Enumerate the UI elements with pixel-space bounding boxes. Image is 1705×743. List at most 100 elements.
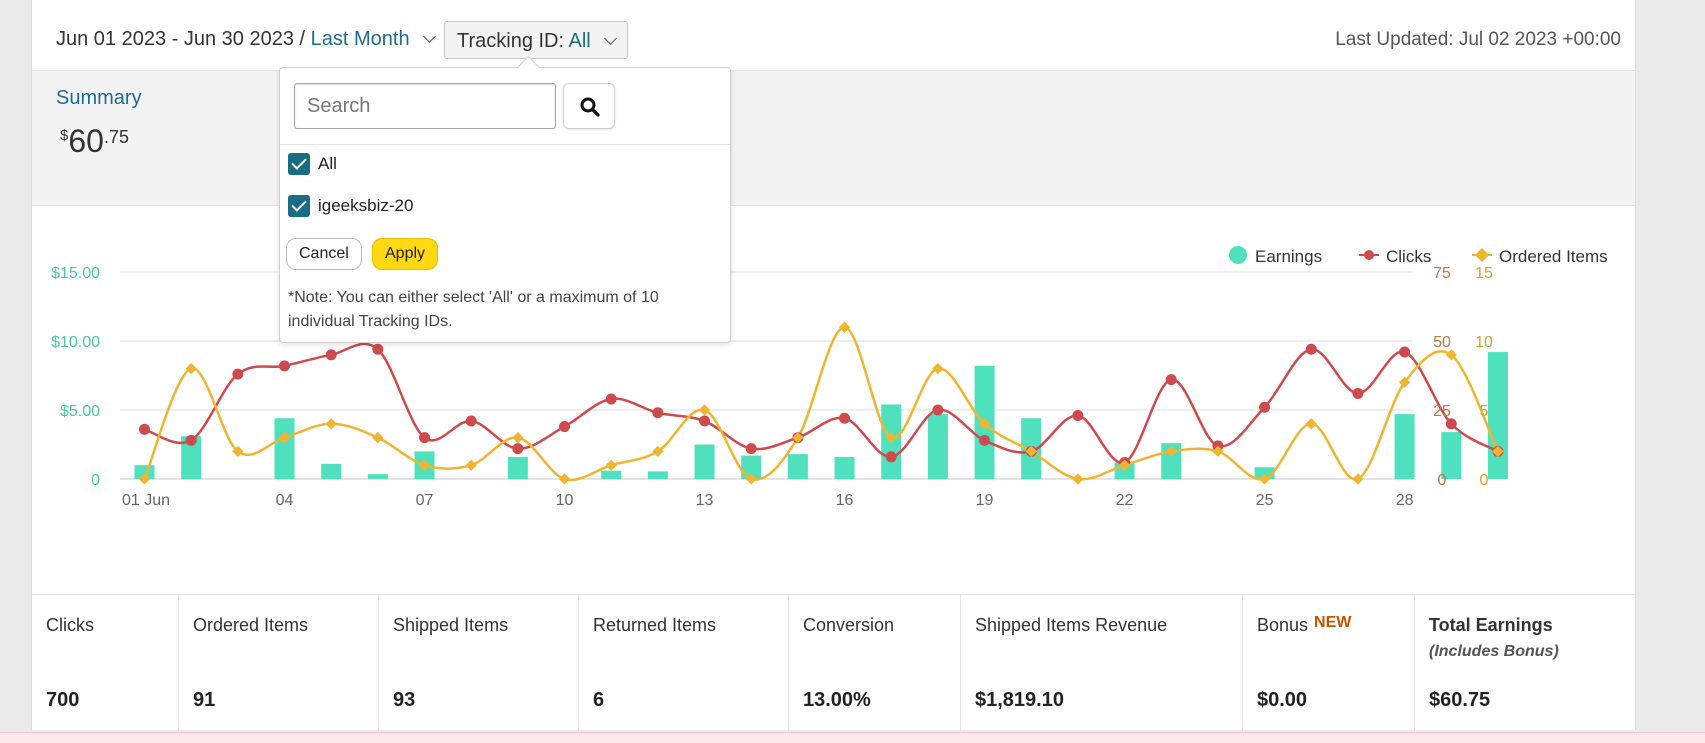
apply-button[interactable]: Apply — [372, 238, 439, 270]
ordered-items-point — [652, 445, 664, 458]
earnings-bar — [1394, 414, 1415, 479]
option-igeeksbiz[interactable]: igeeksbiz-20 — [288, 195, 413, 219]
y-tick-items: 15 — [1475, 265, 1493, 282]
earnings-bar — [694, 444, 715, 479]
chevron-down-icon — [604, 32, 618, 45]
x-tick-label: 13 — [696, 492, 714, 509]
x-tick-label: 01 Jun — [122, 492, 170, 509]
stat-value: $60.75 — [1429, 689, 1491, 711]
clicks-point — [372, 343, 384, 355]
clicks-line — [144, 342, 1499, 464]
legend-clicks-label[interactable]: Clicks — [1386, 247, 1431, 266]
clicks-point — [1259, 401, 1271, 413]
ordered-items-point — [792, 431, 804, 444]
period-link[interactable]: Last Month — [310, 28, 410, 50]
clicks-point — [1305, 343, 1317, 355]
x-tick-label: 10 — [556, 492, 574, 509]
clicks-point — [1072, 410, 1084, 422]
search-icon — [580, 97, 600, 117]
stat-label: Clicks — [46, 615, 94, 635]
legend-ordered-items-label[interactable]: Ordered Items — [1499, 247, 1608, 266]
stat-label: Shipped Items Revenue — [975, 615, 1168, 635]
stat-value: 700 — [46, 689, 80, 711]
ordered-items-point — [1305, 418, 1317, 430]
legend-earnings-icon — [1229, 246, 1247, 264]
cancel-button[interactable]: Cancel — [286, 238, 362, 270]
x-tick-label: 04 — [276, 492, 294, 509]
stat-label: Shipped Items — [393, 615, 509, 635]
popover-divider — [280, 144, 730, 145]
stat-bonus: Bonus NEW $0.00 — [1242, 595, 1415, 731]
amount-whole: 60 — [68, 123, 104, 159]
stat-ordered-items: Ordered Items 91 — [178, 595, 379, 731]
new-badge: NEW — [1314, 614, 1352, 631]
x-tick-label: 22 — [1116, 492, 1134, 509]
earnings-bar — [1441, 432, 1462, 479]
earnings-bar — [321, 463, 342, 479]
chart-lines — [138, 321, 1504, 485]
ordered-items-point — [745, 473, 757, 485]
stat-value: $0.00 — [1257, 689, 1308, 711]
ordered-items-point — [1352, 473, 1364, 485]
ordered-items-point — [278, 431, 291, 444]
summary-tab[interactable]: Summary — [56, 87, 142, 109]
clicks-point — [885, 451, 897, 463]
clicks-point — [605, 393, 617, 405]
option-label: All — [318, 154, 337, 173]
tracking-id-dropdown[interactable]: Tracking ID: All — [444, 21, 629, 59]
stat-value: 13.00% — [803, 689, 871, 711]
y-tick-earnings: $15.00 — [51, 265, 100, 282]
ordered-items-point — [605, 459, 617, 471]
earnings-report-card: Jun 01 2023 - Jun 30 2023 / Last Month T… — [31, 0, 1636, 731]
clicks-point — [979, 434, 991, 446]
amount-cents: .75 — [103, 127, 129, 147]
stat-label: Bonus NEW — [1257, 614, 1352, 635]
stat-label: Conversion — [803, 615, 895, 635]
clicks-point — [745, 443, 757, 455]
stat-value: 91 — [193, 689, 216, 711]
tracking-id-label: Tracking ID: — [457, 30, 565, 52]
stat-shipped-items: Shipped Items 93 — [378, 595, 579, 731]
legend-ordered-items-icon — [1474, 247, 1490, 263]
ordered-items-point — [418, 459, 431, 471]
search-button[interactable] — [563, 83, 615, 129]
ordered-items-point — [1118, 459, 1131, 471]
chart-axes: 0 0 0 $5.00 25 5 $10.00 50 10 $15.00 75 15 01 Jun 04 0… — [51, 265, 1493, 509]
stat-value: $1,819.10 — [975, 689, 1064, 711]
clicks-point — [185, 434, 197, 446]
legend-earnings-label[interactable]: Earnings — [1255, 247, 1322, 266]
stat-returned-items: Returned Items 6 — [578, 595, 789, 731]
earnings-bar — [647, 471, 668, 479]
search-wrapper — [294, 83, 556, 129]
ordered-items-point — [698, 404, 711, 416]
legend-clicks-icon — [1364, 250, 1374, 260]
earnings-bar — [927, 414, 948, 479]
clicks-point — [1352, 387, 1364, 399]
clicks-point — [559, 421, 571, 433]
stat-value: 93 — [393, 689, 416, 711]
earnings-bar — [834, 456, 855, 479]
y-tick-earnings: $10.00 — [51, 334, 100, 351]
clicks-point — [1445, 418, 1457, 430]
earnings-bar — [507, 456, 528, 479]
earnings-bar — [741, 455, 762, 479]
tracking-search-input[interactable] — [294, 83, 556, 129]
tracking-note: *Note: You can either select 'All' or a … — [288, 289, 659, 330]
clicks-point — [465, 415, 477, 427]
checkbox-checked-icon[interactable] — [288, 153, 310, 175]
option-all[interactable]: All — [288, 153, 337, 177]
clicks-point — [512, 443, 524, 455]
ordered-items-point — [1165, 445, 1177, 458]
y-tick-items: 0 — [1480, 472, 1489, 489]
ordered-items-point — [978, 418, 991, 430]
tracking-id-popover: All igeeksbiz-20 Cancel Apply *Note: You… — [279, 67, 731, 343]
ordered-items-point — [372, 431, 384, 444]
checkbox-checked-icon[interactable] — [288, 195, 310, 217]
stat-label: Total Earnings — [1429, 615, 1553, 635]
ordered-items-point — [185, 362, 197, 375]
clicks-point — [139, 423, 150, 435]
clicks-point — [325, 349, 337, 361]
bottom-banner — [0, 732, 1705, 743]
summary-section: Summary $60.75 — [32, 71, 1635, 206]
date-range-selector[interactable]: Jun 01 2023 - Jun 30 2023 / Last Month — [56, 28, 437, 51]
